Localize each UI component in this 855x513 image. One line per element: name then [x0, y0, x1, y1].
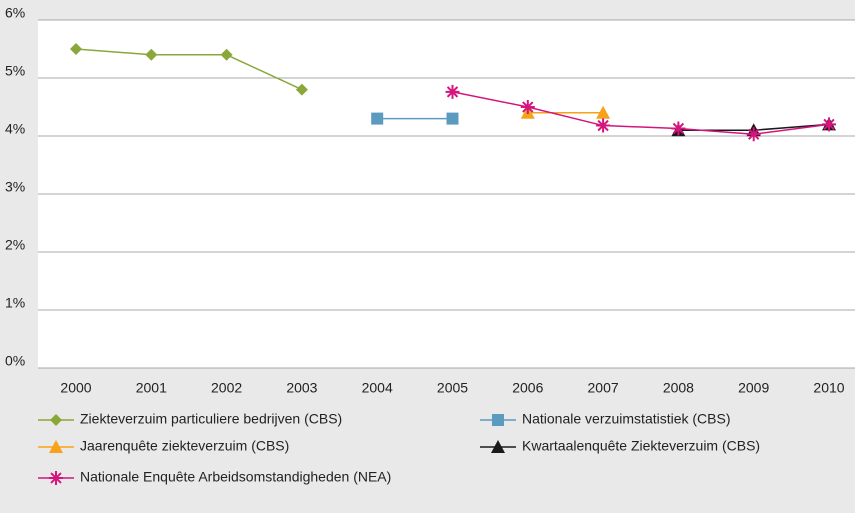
x-tick-label: 2006	[512, 380, 543, 396]
marker	[446, 112, 459, 125]
series-line	[75, 48, 303, 91]
legend-label: Kwartaalenquête Ziekteverzuim (CBS)	[522, 438, 760, 454]
marker	[520, 100, 535, 114]
y-tick-label: 6%	[5, 5, 25, 21]
x-tick-label: 2002	[211, 380, 242, 396]
marker	[492, 414, 504, 426]
marker	[295, 83, 308, 96]
marker	[445, 84, 460, 99]
x-tick-label: 2005	[437, 380, 468, 396]
x-tick-label: 2003	[286, 380, 317, 396]
y-tick-label: 3%	[5, 179, 25, 195]
legend-label: Jaarenquête ziekteverzuim (CBS)	[80, 438, 289, 454]
marker	[822, 117, 836, 132]
x-tick-label: 2010	[813, 380, 844, 396]
x-tick-label: 2000	[60, 380, 91, 396]
y-tick-label: 5%	[5, 63, 25, 79]
marker	[70, 43, 82, 55]
marker	[50, 414, 62, 426]
marker	[49, 440, 63, 453]
marker	[371, 112, 384, 125]
series-line	[452, 91, 830, 136]
marker	[491, 440, 505, 453]
y-tick-label: 4%	[5, 121, 25, 137]
x-tick-label: 2009	[738, 380, 769, 396]
marker	[49, 471, 63, 485]
x-tick-label: 2007	[588, 380, 619, 396]
legend-label: Nationale verzuimstatistiek (CBS)	[522, 411, 731, 427]
x-tick-label: 2001	[136, 380, 167, 396]
marker	[596, 118, 611, 133]
x-tick-label: 2008	[663, 380, 694, 396]
marker	[746, 127, 761, 142]
marker	[220, 48, 233, 61]
y-tick-label: 2%	[5, 237, 25, 253]
marker	[671, 121, 686, 136]
y-tick-label: 1%	[5, 295, 25, 311]
legend-label: Nationale Enquête Arbeidsomstandigheden …	[80, 469, 391, 485]
x-tick-label: 2004	[362, 380, 393, 396]
y-tick-label: 0%	[5, 353, 25, 369]
marker	[145, 48, 158, 61]
legend-label: Ziekteverzuim particuliere bedrijven (CB…	[80, 411, 342, 427]
marker	[596, 105, 611, 119]
